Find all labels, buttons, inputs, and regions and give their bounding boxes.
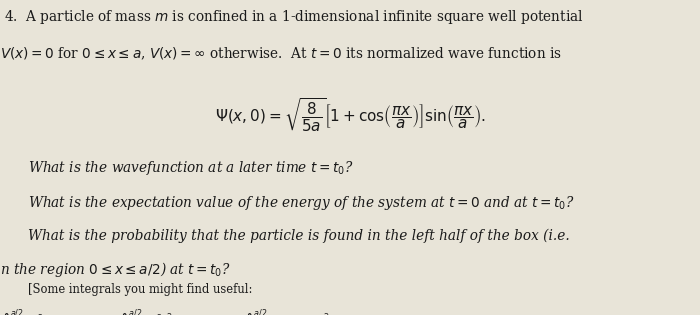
- Text: $\int_0^{a/2}\!\sin^2\!\left(\frac{\pi x}{a}\right)dx = a/4,\; \int_0^{a/2}\!\si: $\int_0^{a/2}\!\sin^2\!\left(\frac{\pi x…: [0, 307, 417, 315]
- Text: $V(x) = 0$ for $0 \leq x \leq a$, $V(x) = \infty$ otherwise.  At $t = 0$ its nor: $V(x) = 0$ for $0 \leq x \leq a$, $V(x) …: [0, 46, 562, 62]
- Text: [Some integrals you might find useful:: [Some integrals you might find useful:: [28, 284, 253, 296]
- Text: $\Psi(x, 0) = \sqrt{\dfrac{8}{5a}} \left[1 + \cos\!\left(\dfrac{\pi x}{a}\right): $\Psi(x, 0) = \sqrt{\dfrac{8}{5a}} \left…: [215, 96, 485, 134]
- Text: 4.  A particle of mass $m$ is confined in a 1-dimensional infinite square well p: 4. A particle of mass $m$ is confined in…: [4, 8, 583, 26]
- Text: What is the probability that the particle is found in the left half of the box (: What is the probability that the particl…: [28, 228, 570, 243]
- Text: n the region $0 \leq x \leq a/2$) at $t = t_0$?: n the region $0 \leq x \leq a/2$) at $t …: [0, 260, 231, 279]
- Text: What is the expectation value of the energy of the system at $t = 0$ and at $t =: What is the expectation value of the ene…: [28, 194, 575, 212]
- Text: What is the wavefunction at a later time $t = t_0$?: What is the wavefunction at a later time…: [28, 159, 354, 177]
